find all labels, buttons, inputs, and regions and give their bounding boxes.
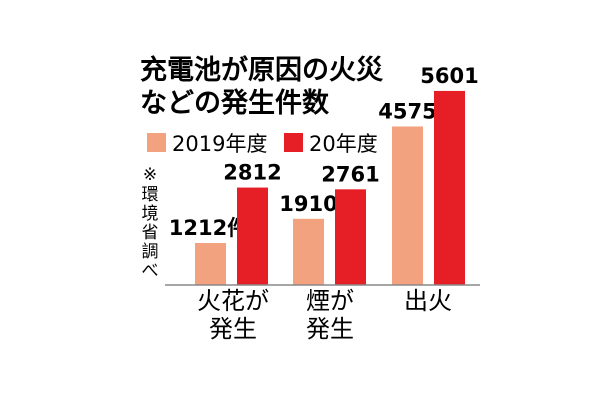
bar-2019-2 (392, 126, 423, 285)
category-label-fire: 出火 (404, 287, 452, 315)
value-label-2019-1: 1910 (279, 192, 337, 216)
bar-2019-1 (293, 218, 324, 285)
legend-label-20: 20年度 (309, 132, 378, 156)
bar-20-1 (335, 189, 366, 285)
bar-2019-0 (195, 243, 226, 285)
value-label-20-0: 2812 (223, 161, 281, 185)
category-label-sparks-line-1: 火花が (197, 287, 269, 315)
chart-title-line-1: 充電池が原因の火災 (140, 54, 384, 86)
category-label-sparks-line-2: 発生 (209, 315, 257, 343)
category-label-smoke-line-1: 煙が (306, 287, 354, 315)
legend-swatch-2019 (147, 133, 166, 152)
note-char: 境 (142, 204, 159, 224)
source-note: ※ 環 境 省 調 べ (142, 165, 159, 281)
note-char: 環 (142, 185, 159, 205)
value-label-2019-0: 1212件 (169, 216, 248, 240)
bar-20-0 (237, 187, 268, 285)
note-char: 調 (142, 242, 159, 262)
note-char: 省 (142, 223, 159, 243)
value-label-20-1: 2761 (321, 162, 379, 186)
chart-title-line-2: などの発生件数 (140, 88, 330, 119)
note-char: べ (142, 261, 159, 281)
bars: 1212件 1910 4575 2812 2761 5601 (169, 64, 479, 285)
legend-label-2019: 2019年度 (172, 132, 267, 156)
bar-20-2 (434, 90, 465, 285)
value-label-20-2: 5601 (420, 64, 478, 88)
category-label-smoke-line-2: 発生 (306, 315, 354, 343)
note-char: ※ (143, 165, 157, 185)
legend-swatch-20 (284, 133, 303, 152)
value-label-2019-2: 4575 (378, 99, 436, 123)
